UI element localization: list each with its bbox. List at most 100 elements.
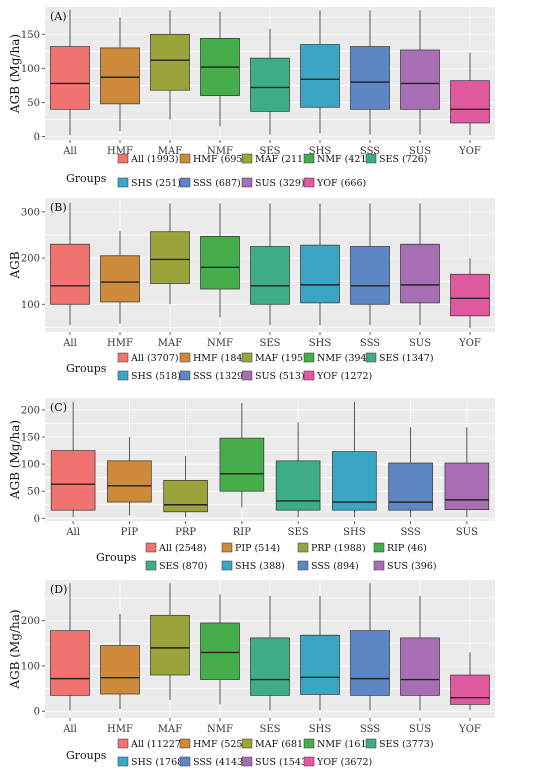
legend-swatch	[145, 542, 157, 553]
legend-item-shs: SHS (518)	[117, 370, 181, 382]
legend-swatch	[303, 738, 315, 749]
box-prp	[163, 455, 208, 518]
box-iqr	[444, 462, 490, 510]
box-all	[50, 202, 90, 326]
box-hmf	[100, 17, 140, 132]
legend-item-sus: SUS (396)	[373, 560, 437, 572]
y-axis-title: AGB (Mg/ha)	[8, 34, 22, 114]
box-iqr	[100, 255, 140, 303]
x-tick-label-sus: SUS	[456, 527, 478, 538]
legend-label: All (11227)	[130, 739, 185, 750]
x-tick-label-ses: SES	[288, 527, 309, 538]
box-yof	[450, 258, 490, 329]
legend-swatch	[117, 738, 129, 749]
legend-item-sss: SSS (4143)	[179, 756, 247, 768]
legend-item-shs: SHS (1768)	[117, 756, 187, 768]
legend-label: HMF (5255)	[193, 739, 252, 750]
legend-swatch	[303, 370, 315, 381]
legend-item-pip: PIP (514)	[221, 542, 280, 554]
legend-swatch	[117, 756, 129, 767]
legend-label: PRP (1988)	[311, 543, 366, 554]
box-all	[50, 583, 90, 711]
legend-item-yof: YOF (1272)	[303, 370, 372, 382]
y-tick-label: 100	[21, 64, 40, 75]
legend-label: MAF (681)	[255, 739, 307, 750]
box-shs	[300, 595, 340, 711]
box-iqr	[250, 57, 290, 112]
x-tick-label-hmf: HMF	[107, 146, 133, 157]
panel-label: (C)	[50, 401, 67, 414]
legend-item-nmf: NMF (1619)	[303, 738, 376, 750]
box-shs	[300, 10, 340, 134]
legend-label: SSS (687)	[193, 178, 241, 189]
chart-panel-d: 0 100 200 All HMF MAF NMF SES SHS SSS SUS YOF (D) AGB…	[8, 580, 495, 768]
legend-label: SUS (329)	[255, 178, 305, 189]
box-all	[50, 9, 90, 136]
x-tick-label-sss: SSS	[401, 527, 421, 538]
y-tick-label: 0	[34, 132, 40, 143]
x-tick-label-all: All	[62, 338, 77, 349]
legend-swatch	[117, 352, 129, 363]
x-tick-label-all: All	[62, 724, 77, 735]
y-tick-label: 200	[21, 405, 40, 416]
legend-label: NMF (394)	[317, 353, 370, 364]
box-iqr	[388, 462, 433, 511]
legend-label: SUS (396)	[387, 561, 437, 572]
box-iqr	[350, 630, 390, 696]
legend-item-maf: MAF (195)	[241, 352, 307, 364]
legend-label: SES (726)	[379, 154, 428, 165]
legend-swatch	[221, 542, 233, 553]
box-iqr	[150, 33, 190, 91]
box-iqr	[250, 637, 290, 696]
legend-swatch	[365, 738, 377, 749]
box-pip	[107, 437, 152, 516]
x-tick-label-maf: MAF	[158, 724, 182, 735]
x-tick-label-shs: SHS	[343, 527, 366, 538]
legend-label: YOF (1272)	[316, 371, 372, 382]
y-tick-label: 50	[27, 487, 40, 498]
legend-item-hmf: HMF (695)	[179, 153, 246, 165]
legend-swatch	[241, 738, 253, 749]
legend-label: SSS (4143)	[193, 757, 247, 768]
box-maf	[150, 10, 190, 120]
y-tick-label: 100	[21, 460, 40, 471]
legend-label: RIP (46)	[387, 543, 427, 554]
box-sss	[350, 583, 390, 711]
box-iqr	[200, 622, 240, 680]
y-tick-label: 0	[34, 514, 40, 525]
legend-label: SUS (1543)	[255, 757, 311, 768]
legend-label: SES (870)	[159, 561, 208, 572]
legend-item-sus: SUS (513)	[241, 370, 305, 382]
legend-item-shs: SHS (251)	[117, 177, 181, 189]
legend-label: NMF (421)	[317, 154, 370, 165]
box-iqr	[50, 450, 96, 511]
legend-item-ses: SES (726)	[365, 153, 428, 165]
legend-swatch	[241, 153, 253, 164]
legend-item-all: All (1993)	[117, 153, 179, 165]
x-tick-label-yof: YOF	[458, 146, 481, 157]
x-tick-label-sus: SUS	[409, 338, 431, 349]
legend-swatch	[241, 352, 253, 363]
legend-item-maf: MAF (211)	[241, 153, 307, 165]
y-tick-label: 200	[21, 254, 40, 265]
chart-panel-c: 0 50 100 150 200 All PIP PRP RIP SES SHS SSS SUS (C) A…	[8, 398, 495, 572]
legend-swatch	[179, 756, 191, 767]
box-all	[50, 401, 96, 518]
x-tick-label-hmf: HMF	[107, 724, 133, 735]
legend-item-nmf: NMF (394)	[303, 352, 370, 364]
box-iqr	[107, 460, 152, 503]
panel-label: (A)	[50, 10, 67, 23]
legend-swatch	[297, 542, 309, 553]
box-maf	[150, 583, 190, 700]
legend-swatch	[117, 153, 129, 164]
box-sss	[350, 203, 390, 326]
legend-swatch	[303, 352, 315, 363]
box-ses	[250, 595, 290, 711]
x-tick-label-ses: SES	[259, 724, 280, 735]
legend-item-all: All (2548)	[145, 542, 207, 554]
legend-item-sus: SUS (1543)	[241, 756, 311, 768]
legend-item-ses: SES (3773)	[365, 738, 434, 750]
legend-label: SHS (518)	[131, 371, 181, 382]
x-tick-label-sss: SSS	[360, 724, 380, 735]
box-ses	[250, 203, 290, 326]
